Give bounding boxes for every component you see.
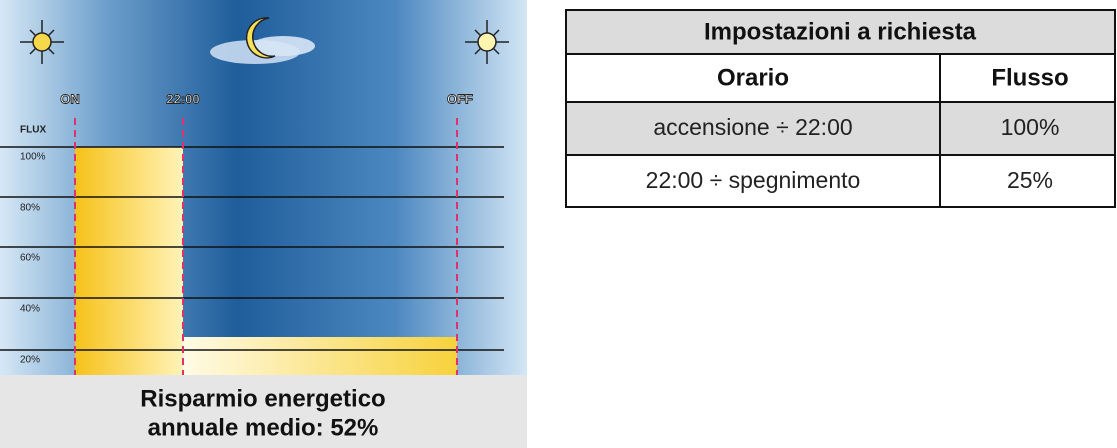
time-label: OFF: [447, 91, 473, 106]
column-header: Orario: [717, 64, 789, 91]
sun-icon: [465, 20, 509, 64]
level-label: 40%: [20, 304, 40, 315]
reduced-flux-area: [183, 337, 457, 375]
table-row: [566, 155, 1115, 207]
level-label: 100%: [20, 152, 46, 163]
caption: Risparmio energetico: [140, 385, 385, 412]
moon-icon: [210, 17, 315, 64]
level-label: 60%: [20, 253, 40, 264]
caption: annuale medio: 52%: [148, 414, 379, 441]
caption-box: [0, 375, 527, 448]
level-label: 20%: [20, 355, 40, 366]
table-cell: accensione ÷ 22:00: [653, 114, 852, 140]
sun-icon: [20, 20, 64, 64]
full-flux-area: [75, 147, 183, 375]
flux-label: FLUX: [20, 125, 46, 136]
table-header-row: [566, 54, 1115, 102]
settings-table: Impostazioni a richiesta Orario Flusso a…: [565, 9, 1116, 208]
column-header: Flusso: [991, 64, 1068, 91]
table-cell: 100%: [1001, 114, 1060, 140]
table-row: [566, 102, 1115, 155]
table-title-row: [566, 10, 1115, 54]
table-title: Impostazioni a richiesta: [704, 18, 977, 45]
level-label: 80%: [20, 203, 40, 214]
table-cell: 25%: [1007, 167, 1053, 193]
level-lines: [0, 146, 504, 351]
table-cell: 22:00 ÷ spegnimento: [646, 167, 861, 193]
time-markers: [74, 118, 458, 375]
time-label: 22:00: [166, 91, 199, 106]
table-border: [565, 9, 1116, 208]
time-label: ON: [60, 91, 80, 106]
